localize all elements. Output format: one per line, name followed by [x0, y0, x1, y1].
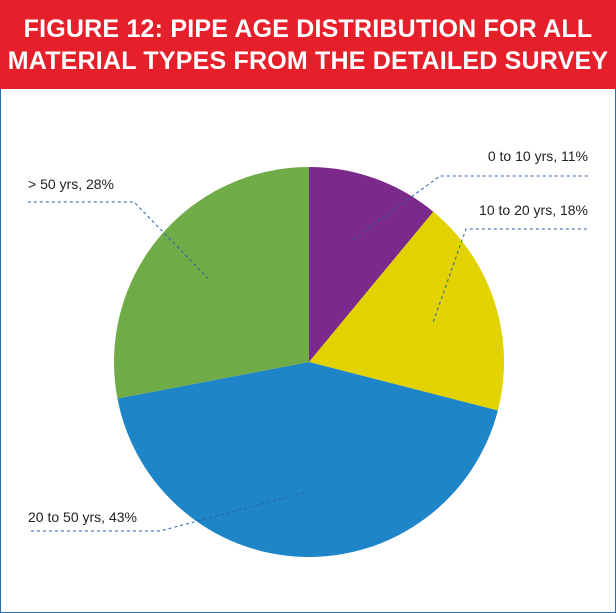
slice-label: 0 to 10 yrs, 11% [488, 148, 588, 164]
figure-title-line-2: MATERIAL TYPES FROM THE DETAILED SURVEY [7, 46, 609, 75]
slice-label: > 50 yrs, 28% [28, 176, 114, 192]
pie-slices [113, 166, 504, 557]
pie-slice-20-to-50-yrs [117, 362, 498, 557]
callout-leader-line [353, 175, 588, 240]
figure-header: FIGURE 12: PIPE AGE DISTRIBUTION FOR ALL… [0, 0, 616, 89]
callout-leaders [28, 175, 588, 532]
callout-leader-line [28, 492, 306, 532]
callout-leader-line [432, 228, 588, 322]
slice-label: 20 to 50 yrs, 43% [28, 509, 137, 525]
slice-label: 10 to 20 yrs, 18% [479, 202, 588, 218]
pie-slice-50-yrs [113, 166, 309, 399]
pie-slice-0-to-10-yrs [309, 167, 434, 362]
callout-labels: 0 to 10 yrs, 11% 10 to 20 yrs, 18% 20 to 5… [28, 148, 588, 525]
figure-title-line-1: FIGURE 12: PIPE AGE DISTRIBUTION FOR ALL [23, 14, 593, 43]
pie-slice-10-to-20-yrs [309, 211, 504, 411]
